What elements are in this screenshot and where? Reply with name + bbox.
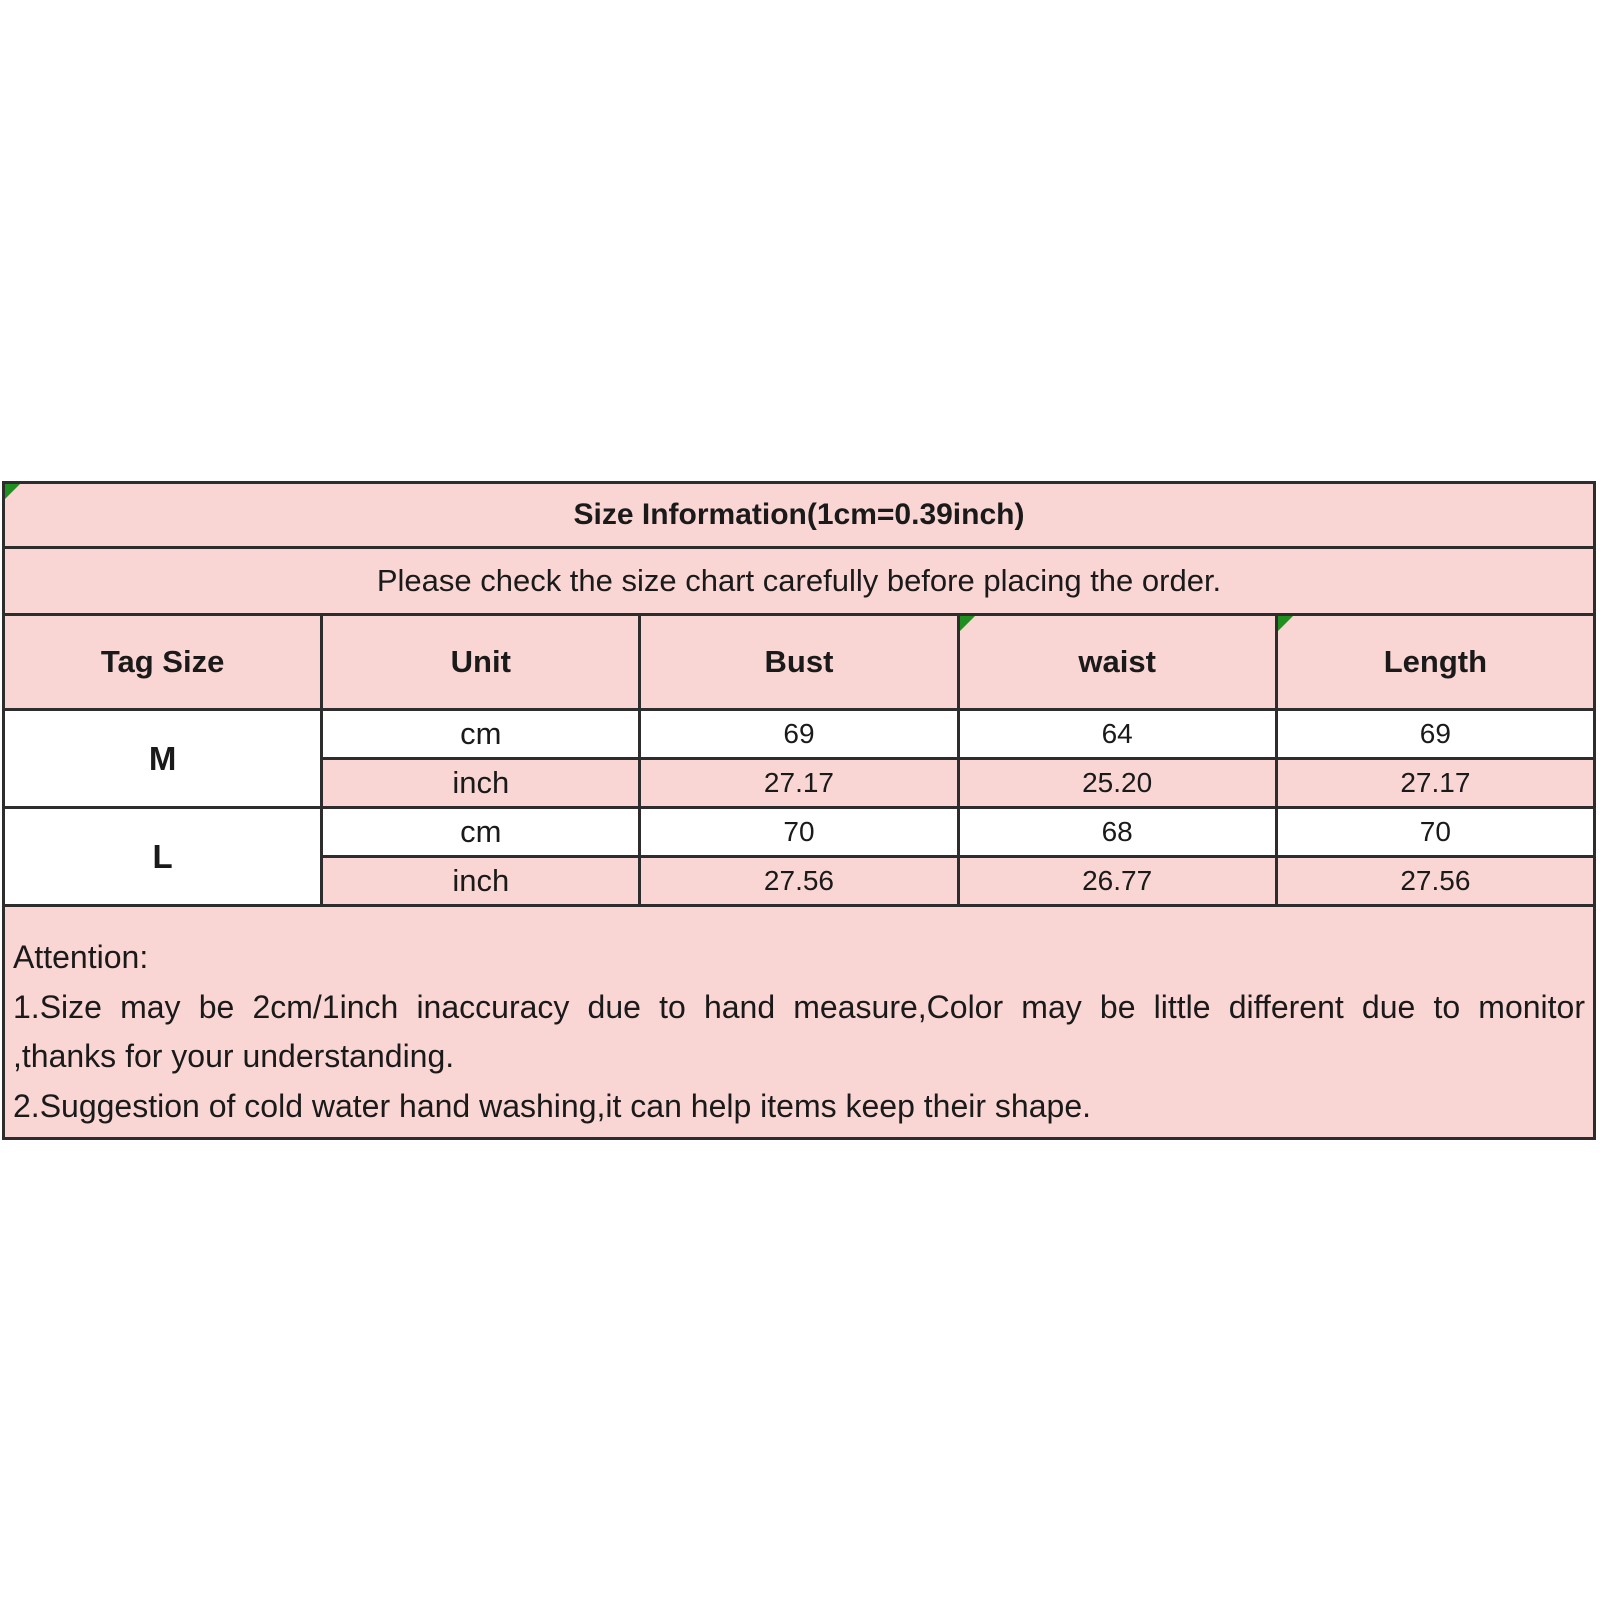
unit-inch-l: inch (320, 855, 642, 907)
header-row: Tag Size Unit Bust waist Length (1, 613, 1597, 711)
length-l-inch: 27.56 (1274, 855, 1597, 907)
excel-error-marker-icon (959, 616, 975, 631)
bust-l-inch: 27.56 (638, 855, 960, 907)
waist-l-cm: 68 (956, 806, 1278, 858)
attention-cell: Attention: 1.Size may be 2cm/1inch inacc… (2, 903, 1596, 1141)
length-l-cm: 70 (1274, 806, 1597, 858)
bust-l-cm: 70 (638, 806, 960, 858)
table-title-cell: Size Information(1cm=0.39inch) (2, 481, 1596, 549)
attention-heading: Attention: (13, 939, 149, 975)
unit-cm-m: cm (320, 708, 642, 760)
header-bust: Bust (638, 613, 960, 711)
attention-row: Attention: 1.Size may be 2cm/1inch inacc… (2, 903, 1596, 1141)
tag-size-l: L (1, 806, 324, 907)
attention-note-1-cont: ,thanks for your understanding. (13, 1038, 455, 1075)
table-title: Size Information(1cm=0.39inch) (573, 498, 1025, 531)
length-m-inch: 27.17 (1274, 757, 1597, 809)
table-row-m-inch: inch 27.17 25.20 27.17 (4, 757, 1597, 809)
subtitle-row: Please check the size chart carefully be… (2, 546, 1596, 616)
table-row-m-cm: M cm 69 64 69 (1, 708, 1597, 809)
bust-m-inch: 27.17 (638, 757, 960, 809)
waist-m-cm: 64 (956, 708, 1278, 760)
size-chart: Size Information(1cm=0.39inch) Please ch… (1, 481, 1597, 1141)
header-unit: Unit (320, 613, 642, 711)
header-tag-size: Tag Size (1, 613, 324, 711)
header-waist: waist (956, 613, 1278, 711)
size-chart-table: Size Information(1cm=0.39inch) Please ch… (1, 481, 1597, 1141)
waist-l-inch: 26.77 (956, 855, 1278, 907)
title-row: Size Information(1cm=0.39inch) (2, 481, 1596, 549)
attention-note-1: 1.Size may be 2cm/1inch inaccuracy due t… (13, 988, 1585, 1025)
table-subtitle: Please check the size chart carefully be… (376, 563, 1222, 598)
bust-m-cm: 69 (638, 708, 960, 760)
excel-error-marker-icon (1277, 616, 1293, 631)
table-row-l-inch: inch 27.56 26.77 27.56 (4, 855, 1597, 907)
header-length: Length (1274, 613, 1597, 711)
attention-note-2: 2.Suggestion of cold water hand washing,… (13, 1087, 1091, 1124)
tag-size-m: M (1, 708, 324, 809)
table-row-l-cm: L cm 70 68 70 (1, 806, 1597, 907)
excel-error-marker-icon (5, 484, 20, 499)
unit-inch-m: inch (320, 757, 642, 809)
unit-cm-l: cm (320, 806, 642, 858)
table-subtitle-cell: Please check the size chart carefully be… (2, 546, 1596, 616)
length-m-cm: 69 (1274, 708, 1597, 760)
waist-m-inch: 25.20 (956, 757, 1278, 809)
